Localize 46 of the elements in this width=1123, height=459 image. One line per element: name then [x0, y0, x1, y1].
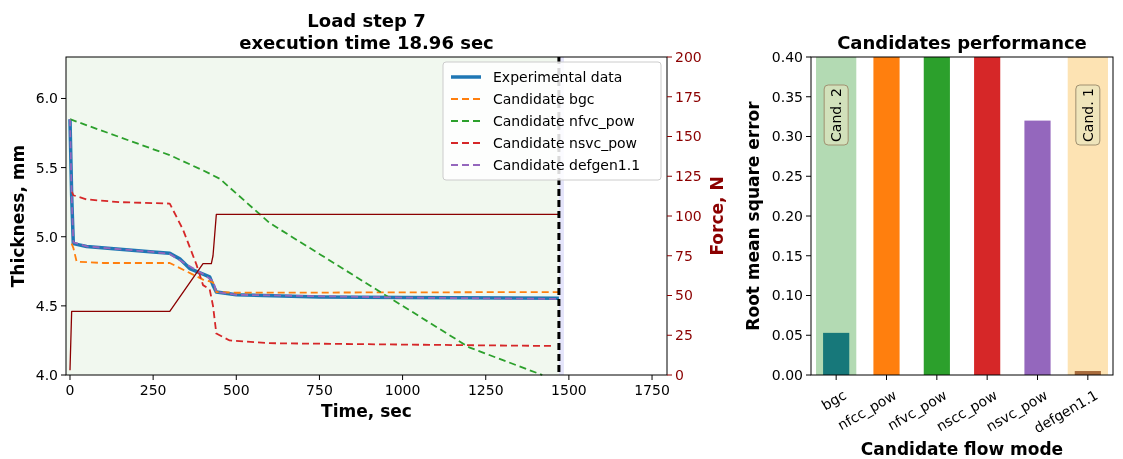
y-tick-label: 0.30 [771, 128, 803, 145]
x-tick-label: 250 [139, 382, 167, 398]
y-tick-label: 0.25 [771, 168, 803, 185]
y-tick-label: 4.0 [35, 366, 58, 383]
x-tick-label: 1500 [551, 382, 587, 398]
chart-title: Load step 7 [307, 10, 426, 31]
y-tick-label: 0.05 [771, 327, 803, 344]
y-tick-label: 0.00 [771, 366, 803, 383]
y2-tick-label: 175 [675, 88, 702, 105]
x-tick-label: 0 [65, 382, 75, 398]
y-axis-title: Root mean square error [743, 100, 763, 331]
y2-tick-label: 25 [675, 327, 693, 344]
y-tick-label: 6.0 [35, 90, 58, 107]
y2-axis-title: Force, N [707, 176, 727, 256]
band-label: Cand. 2 [828, 88, 845, 142]
y2-tick-label: 100 [675, 207, 702, 224]
y-tick-label: 4.5 [35, 297, 58, 314]
legend-label: Candidate defgen1.1 [493, 156, 641, 173]
y-axis-title: Thickness, mm [8, 144, 28, 288]
y-tick-label: 0.15 [771, 247, 803, 264]
x-tick-label: 1750 [634, 382, 670, 398]
x-tick-label: 1000 [384, 382, 421, 398]
x-tick-label: 750 [306, 382, 333, 398]
y2-tick-label: 200 [675, 48, 702, 65]
y2-tick-label: 75 [675, 247, 693, 264]
legend-label: Experimental data [493, 68, 623, 85]
y-tick-label: 0.10 [771, 287, 803, 304]
y2-tick-label: 125 [675, 168, 702, 185]
chart-title: Candidates performance [837, 32, 1087, 53]
y-tick-label: 5.0 [35, 228, 58, 245]
x-axis-title: Candidate flow mode [860, 439, 1064, 459]
band-label: Cand. 1 [1079, 88, 1096, 142]
y-tick-label: 5.5 [35, 159, 58, 176]
y2-tick-label: 150 [675, 128, 702, 145]
legend-label: Candidate nsvc_pow [493, 134, 638, 151]
legend-label: Candidate bgc [493, 90, 595, 107]
y2-tick-label: 50 [675, 287, 693, 304]
y-tick-label: 0.20 [771, 207, 803, 224]
y2-tick-label: 0 [675, 366, 684, 383]
x-tick-label: 1250 [467, 382, 504, 398]
legend-label: Candidate nfvc_pow [493, 112, 635, 129]
x-tick-label: 500 [222, 382, 250, 398]
chart-subtitle: execution time 18.96 sec [239, 32, 494, 53]
y-tick-label: 0.40 [771, 48, 803, 65]
y-tick-label: 0.35 [771, 88, 803, 105]
x-axis-title: Time, sec [321, 401, 412, 421]
